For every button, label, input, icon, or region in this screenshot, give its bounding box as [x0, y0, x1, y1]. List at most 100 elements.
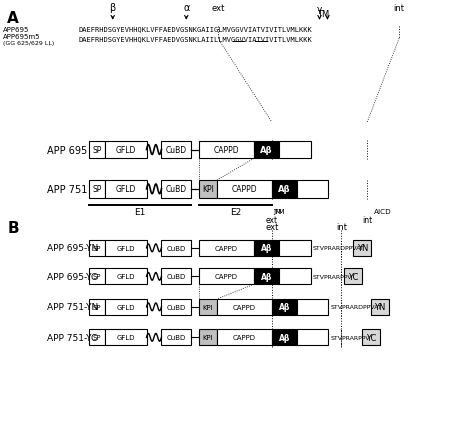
- Text: DAEFRHDSGYEVHHQKLVFFAEDVGSNKLAIILLMVGGVVIATVIVITLVMLKKK: DAEFRHDSGYEVHHQKLVFFAEDVGSNKLAIILLMVGGVV…: [79, 36, 313, 42]
- Bar: [297, 180, 328, 198]
- Text: JM: JM: [274, 209, 282, 215]
- Bar: [89, 180, 105, 198]
- Text: GFLD: GFLD: [117, 274, 135, 280]
- Bar: [199, 240, 254, 256]
- Text: APP695: APP695: [3, 27, 30, 32]
- Text: CAPPD: CAPPD: [215, 274, 238, 280]
- Text: CAPPD: CAPPD: [233, 304, 256, 310]
- Text: SP: SP: [92, 274, 101, 280]
- Bar: [279, 240, 310, 256]
- Text: STVPRARDPPVAT: STVPRARDPPVAT: [312, 246, 365, 251]
- Text: β: β: [109, 3, 116, 13]
- Text: CuBD: CuBD: [167, 304, 186, 310]
- Text: CuBD: CuBD: [167, 245, 186, 251]
- Bar: [297, 299, 328, 315]
- Bar: [272, 330, 297, 346]
- Bar: [297, 330, 328, 346]
- Text: GFLD: GFLD: [117, 304, 135, 310]
- Text: APP 751: APP 751: [47, 184, 88, 194]
- Bar: [217, 180, 272, 198]
- Text: GFLD: GFLD: [117, 335, 135, 340]
- Bar: [105, 330, 146, 346]
- Text: SP: SP: [92, 245, 101, 251]
- Text: SP: SP: [92, 335, 101, 340]
- Text: B: B: [8, 221, 19, 236]
- Bar: [254, 269, 279, 285]
- Bar: [362, 330, 380, 346]
- Text: GFLD: GFLD: [116, 185, 136, 194]
- Text: GFLD: GFLD: [117, 245, 135, 251]
- Bar: [89, 330, 105, 346]
- Text: γ: γ: [317, 5, 322, 14]
- Bar: [162, 180, 191, 198]
- Text: A: A: [8, 11, 19, 26]
- Text: APP 695: APP 695: [47, 145, 87, 155]
- Bar: [162, 240, 191, 256]
- Bar: [162, 269, 191, 285]
- Text: YC: YC: [366, 333, 376, 342]
- Bar: [162, 330, 191, 346]
- Bar: [345, 269, 362, 285]
- Text: ext: ext: [266, 215, 278, 224]
- Text: ext: ext: [211, 4, 225, 13]
- Bar: [272, 180, 297, 198]
- Text: CuBD: CuBD: [166, 146, 187, 155]
- Text: Aβ: Aβ: [261, 272, 272, 281]
- Text: DAEFRHDSGYEVHHQKLVFFAEDVGSNKGAIIGLMVGGVVIATVIVITLVMLKKK: DAEFRHDSGYEVHHQKLVFFAEDVGSNKGAIIGLMVGGVV…: [79, 27, 313, 32]
- Text: SP: SP: [92, 304, 101, 310]
- Text: YN: YN: [374, 303, 386, 311]
- Bar: [105, 269, 146, 285]
- Text: int: int: [336, 223, 347, 232]
- Text: AICD: AICD: [374, 209, 392, 215]
- Text: APP 695-YN: APP 695-YN: [47, 244, 99, 253]
- Text: TM: TM: [274, 209, 284, 215]
- Bar: [89, 299, 105, 315]
- Text: APP 695-YC: APP 695-YC: [47, 272, 97, 281]
- Text: KPI: KPI: [203, 335, 213, 340]
- Text: Aβ: Aβ: [278, 185, 291, 194]
- Bar: [89, 240, 105, 256]
- Text: E2: E2: [230, 208, 241, 216]
- Text: E1: E1: [135, 208, 146, 216]
- Bar: [353, 240, 371, 256]
- Bar: [105, 299, 146, 315]
- Text: Aβ: Aβ: [279, 303, 290, 311]
- Text: STVPRARPPV: STVPRARPPV: [312, 274, 352, 279]
- Text: α: α: [183, 3, 190, 13]
- Text: int: int: [362, 215, 373, 224]
- Bar: [89, 269, 105, 285]
- Text: SP: SP: [92, 185, 101, 194]
- Text: STVPRARDPPVAT: STVPRARDPPVAT: [330, 305, 382, 310]
- Text: Aβ: Aβ: [260, 146, 273, 155]
- Text: YC: YC: [348, 272, 358, 281]
- Text: TM: TM: [318, 10, 329, 19]
- Text: CuBD: CuBD: [166, 185, 187, 194]
- Bar: [199, 180, 217, 198]
- Bar: [105, 141, 146, 159]
- Bar: [105, 180, 146, 198]
- Text: CuBD: CuBD: [167, 335, 186, 340]
- Text: SP: SP: [92, 146, 101, 155]
- Bar: [254, 141, 279, 159]
- Bar: [217, 330, 272, 346]
- Bar: [217, 299, 272, 315]
- Bar: [162, 141, 191, 159]
- Bar: [371, 299, 389, 315]
- Text: CAPPD: CAPPD: [214, 146, 239, 155]
- Bar: [199, 299, 217, 315]
- Text: CAPPD: CAPPD: [215, 245, 238, 251]
- Text: CuBD: CuBD: [167, 274, 186, 280]
- Text: Aβ: Aβ: [261, 244, 272, 253]
- Text: (GG 625/629 LL): (GG 625/629 LL): [3, 41, 55, 46]
- Bar: [199, 141, 254, 159]
- Bar: [272, 299, 297, 315]
- Text: STVPRARPPV: STVPRARPPV: [330, 335, 370, 340]
- Bar: [254, 240, 279, 256]
- Bar: [199, 330, 217, 346]
- Text: GFLD: GFLD: [116, 146, 136, 155]
- Bar: [89, 141, 105, 159]
- Text: APP695m5: APP695m5: [3, 34, 41, 40]
- Text: int: int: [393, 4, 404, 13]
- Bar: [105, 240, 146, 256]
- Bar: [162, 299, 191, 315]
